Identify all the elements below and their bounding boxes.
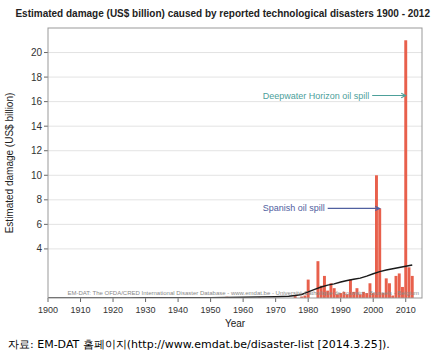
y-tick-label: 6 bbox=[36, 219, 42, 230]
y-tick bbox=[44, 101, 48, 102]
x-tick bbox=[308, 298, 309, 302]
grid-line bbox=[48, 175, 422, 176]
x-tick-label: 2000 bbox=[363, 305, 383, 315]
annotation-text: Deepwater Horizon oil spill bbox=[263, 91, 370, 101]
bar bbox=[378, 208, 381, 298]
source-text: EM-DAT: The OFDA/CRED International Disa… bbox=[67, 290, 419, 296]
y-tick bbox=[44, 150, 48, 151]
x-tick bbox=[113, 298, 114, 302]
x-tick bbox=[340, 298, 341, 302]
x-tick-label: 2010 bbox=[396, 305, 416, 315]
x-tick-label: 1910 bbox=[71, 305, 91, 315]
x-tick-label: 1970 bbox=[266, 305, 286, 315]
grid bbox=[48, 53, 422, 249]
bar bbox=[404, 40, 407, 298]
x-tick-label: 1990 bbox=[331, 305, 351, 315]
x-tick-label: 1940 bbox=[168, 305, 188, 315]
plot-frame bbox=[48, 28, 422, 298]
plot-background bbox=[48, 28, 422, 298]
x-tick bbox=[210, 298, 211, 302]
y-tick bbox=[44, 224, 48, 225]
x-tick-label: 1920 bbox=[103, 305, 123, 315]
y-tick-label: 16 bbox=[31, 96, 43, 107]
annotations: Deepwater Horizon oil spill Spanish oil s… bbox=[263, 91, 406, 214]
x-tick bbox=[48, 298, 49, 302]
x-tick bbox=[80, 298, 81, 302]
y-tick-label: 4 bbox=[36, 243, 42, 254]
x-tick bbox=[373, 298, 374, 302]
x-tick-label: 1950 bbox=[201, 305, 221, 315]
y-tick bbox=[44, 126, 48, 127]
y-tick bbox=[44, 248, 48, 249]
y-tick bbox=[44, 175, 48, 176]
annotation-arrow bbox=[328, 206, 380, 210]
x-tick-label: 1980 bbox=[298, 305, 318, 315]
y-tick bbox=[44, 77, 48, 78]
x-tick-label: 1930 bbox=[136, 305, 156, 315]
grid-line bbox=[48, 126, 422, 127]
grid-line bbox=[48, 248, 422, 249]
chart: 4 6 8 10 12 14 16 18 20 1900 1910 1920 1930 1940 1950 1… bbox=[0, 0, 434, 356]
y-tick-label: 20 bbox=[31, 47, 43, 58]
x-axis-label: Year bbox=[225, 318, 246, 329]
annotation-arrow bbox=[372, 93, 406, 97]
axes: 4 6 8 10 12 14 16 18 20 1900 1910 1920 1930 1940 1950 1… bbox=[31, 47, 416, 315]
x-tick bbox=[243, 298, 244, 302]
x-tick bbox=[405, 298, 406, 302]
x-tick bbox=[178, 298, 179, 302]
y-tick-label: 12 bbox=[31, 145, 43, 156]
grid-line bbox=[48, 150, 422, 151]
y-tick-label: 8 bbox=[36, 194, 42, 205]
x-tick-label: 1960 bbox=[233, 305, 253, 315]
grid-line bbox=[48, 224, 422, 225]
x-tick bbox=[145, 298, 146, 302]
grid-line bbox=[48, 101, 422, 102]
y-tick bbox=[44, 199, 48, 200]
grid-line bbox=[48, 77, 422, 78]
bar bbox=[375, 175, 378, 298]
annotation-text: Spanish oil spill bbox=[263, 203, 325, 213]
y-tick-label: 10 bbox=[31, 170, 43, 181]
x-tick-label: 1900 bbox=[38, 305, 58, 315]
marks bbox=[48, 40, 414, 298]
y-tick-label: 14 bbox=[31, 121, 43, 132]
caption: 자료: EM-DAT 홈페이지(http://www.emdat.be/disa… bbox=[8, 338, 390, 351]
y-axis-label: Estimated damage (US$ billion) bbox=[4, 93, 15, 234]
y-tick-label: 18 bbox=[31, 72, 43, 83]
y-tick bbox=[44, 52, 48, 53]
title: Estimated damage (US$ billion) caused by… bbox=[15, 8, 430, 19]
x-tick bbox=[275, 298, 276, 302]
grid-line bbox=[48, 199, 422, 200]
grid-line bbox=[48, 52, 422, 53]
